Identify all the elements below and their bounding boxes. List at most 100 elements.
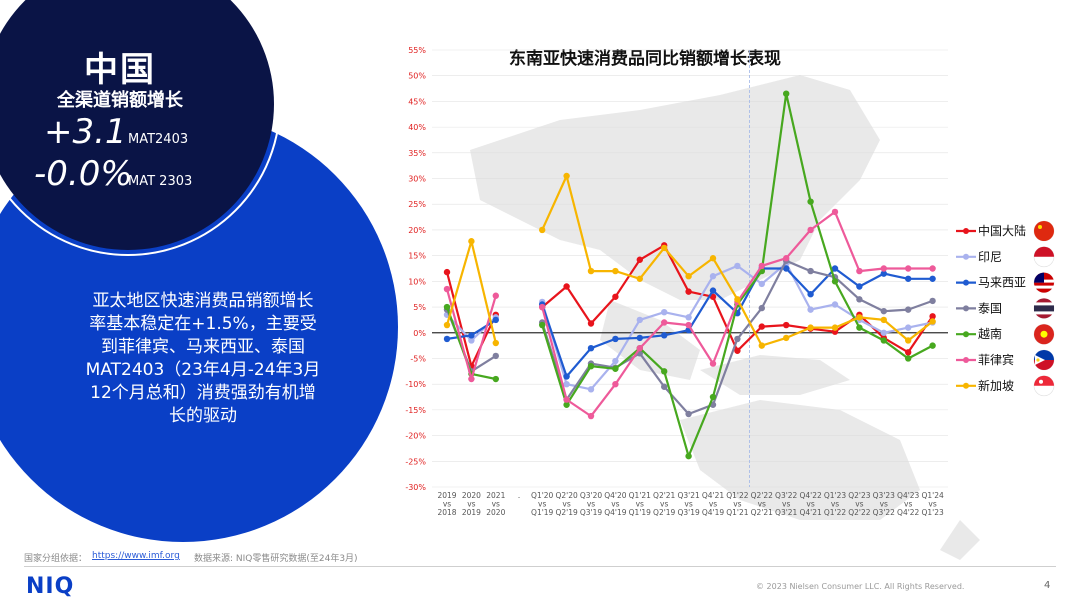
x-tick-label: vs	[758, 500, 766, 509]
data-point	[443, 303, 451, 311]
kpi-title: 中国	[84, 50, 156, 90]
data-point	[661, 383, 668, 390]
legend-swatch-marker	[963, 279, 969, 286]
flag-stripe	[1034, 285, 1054, 289]
data-point	[563, 396, 570, 403]
data-point	[468, 238, 475, 245]
page-number: 4	[1044, 580, 1051, 591]
data-point	[905, 275, 912, 282]
data-point	[492, 316, 499, 324]
flag-star	[1038, 225, 1042, 229]
legend-swatch-marker	[963, 382, 969, 389]
x-tick-label: Q1'21	[726, 508, 749, 517]
data-point	[685, 321, 692, 329]
kpi-value-current: +3.1	[44, 112, 127, 152]
x-tick-label: vs	[587, 500, 595, 509]
x-tick-label: vs	[831, 500, 839, 509]
data-point	[563, 401, 570, 408]
x-tick-label: vs	[538, 500, 546, 509]
data-point	[807, 267, 814, 275]
data-point	[905, 306, 912, 313]
flag-field	[1034, 375, 1054, 386]
x-tick-label: vs	[611, 500, 619, 509]
x-tick-label: Q4'22	[897, 508, 920, 517]
data-point	[539, 303, 546, 311]
copyright: © 2023 Nielsen Consumer LLC. All Rights …	[756, 582, 965, 591]
x-tick-label: vs	[880, 500, 888, 509]
data-point	[443, 268, 451, 276]
data-point	[758, 304, 765, 312]
data-point	[880, 329, 887, 336]
legend-swatch-marker	[963, 331, 969, 338]
data-point	[661, 319, 668, 326]
y-tick-label: -20%	[405, 432, 426, 441]
y-tick-label: 5%	[413, 303, 426, 312]
y-tick-label: 30%	[408, 175, 426, 184]
china-flag-icon	[1033, 220, 1055, 242]
data-point	[856, 324, 863, 331]
legend-label: 马来西亚	[978, 276, 1026, 290]
data-point	[709, 393, 717, 401]
y-tick-label: 20%	[408, 226, 426, 235]
x-tick-label: Q4'19	[604, 508, 627, 517]
indonesia-flag-icon	[1033, 246, 1055, 268]
x-tick-label: Q4'22	[799, 491, 822, 500]
legend-swatch-marker	[963, 253, 969, 260]
data-point	[685, 452, 692, 460]
data-point	[539, 226, 546, 234]
x-tick-label: vs	[904, 500, 912, 509]
x-tick-label: Q2'19	[555, 508, 578, 517]
legend-swatch-marker	[963, 305, 969, 312]
x-tick-label: vs	[562, 500, 570, 509]
x-tick-label: Q1'20	[531, 491, 554, 500]
summary-line: 率基本稳定在+1.5%，主要受	[89, 314, 317, 334]
kpi-period-current: MAT2403	[128, 132, 189, 147]
x-tick-label: Q4'21	[702, 491, 725, 500]
data-point	[807, 291, 814, 298]
data-point	[807, 324, 814, 331]
source-link[interactable]: https://www.imf.org	[92, 551, 180, 561]
x-tick-label: vs	[467, 500, 475, 509]
x-tick-label: Q4'21	[799, 508, 822, 517]
data-point	[880, 316, 887, 324]
data-point	[539, 321, 546, 329]
kpi-circle	[0, 0, 274, 250]
data-point	[636, 344, 643, 352]
flag-sun	[1036, 358, 1040, 362]
data-point	[661, 332, 668, 339]
flag-field	[1034, 221, 1054, 241]
data-point	[612, 357, 619, 365]
x-tick-label: vs	[660, 500, 668, 509]
data-point	[685, 273, 692, 280]
x-tick-label: Q3'22	[873, 508, 896, 517]
y-tick-label: -5%	[410, 354, 426, 363]
series-lines	[443, 90, 936, 460]
data-point	[612, 335, 619, 343]
y-axis-ticks: -30% -25% -20% -15% -10% -5% 0% 5% 10% 15% 20% 25% 3…	[405, 46, 426, 492]
legend-label: 泰国	[978, 301, 1002, 315]
x-tick-label: Q1'19	[629, 508, 652, 517]
x-tick-label: Q3'23	[873, 491, 896, 500]
line-chart: 东南亚快速消费品同比销额增长表现 -30% -25% -20% -15% -10% -5%…	[405, 46, 1055, 560]
summary-text: 亚太地区快速消费品销额增长 率基本稳定在+1.5%，主要受 到菲律宾、马来西亚、…	[58, 290, 348, 428]
data-point	[734, 296, 741, 303]
x-tick-label: Q3'22	[775, 491, 798, 500]
data-point	[758, 280, 765, 288]
data-point	[783, 334, 790, 342]
x-tick-label: 2020	[462, 491, 481, 500]
y-tick-label: -15%	[405, 406, 426, 415]
data-point	[709, 360, 717, 367]
x-tick-label: Q2'22	[848, 508, 871, 517]
data-point	[685, 288, 692, 295]
x-tick-label: Q1'24	[921, 491, 944, 500]
data-point	[587, 267, 595, 275]
source-label: 国家分组依据：	[24, 554, 88, 564]
x-tick-label: Q3'19	[580, 508, 603, 517]
x-tick-label: Q2'21	[751, 508, 774, 517]
y-tick-label: -25%	[405, 457, 426, 466]
data-point	[905, 337, 912, 344]
y-tick-label: 55%	[408, 46, 426, 55]
flag-stripe	[1034, 305, 1054, 312]
x-tick-label: Q3'21	[775, 508, 798, 517]
